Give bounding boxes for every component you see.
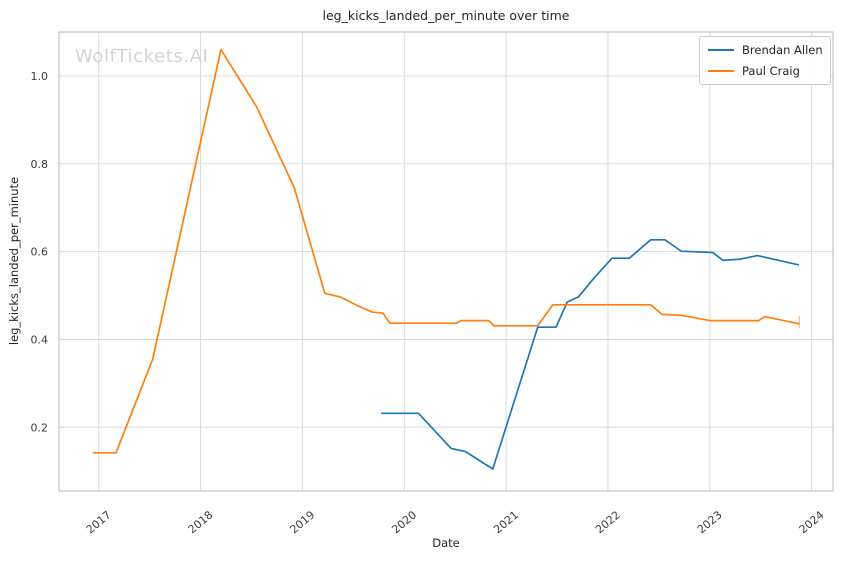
legend: Brendan Allen Paul Craig [699,36,831,85]
y-axis-label: leg_kicks_landed_per_minute [7,176,21,346]
legend-entry: Paul Craig [708,64,821,78]
legend-entry-label: Paul Craig [742,64,800,78]
chart-title: leg_kicks_landed_per_minute over time [322,8,570,23]
legend-line-swatch [708,70,734,72]
series-line-brendan-allen [380,238,800,470]
legend-entry: Brendan Allen [708,43,823,57]
series-line-paul-craig [92,48,800,454]
axes-spines [58,31,834,492]
legend-line-swatch [708,49,734,51]
y-tick-label: 1.0 [31,70,49,83]
y-tick-label: 0.4 [31,333,49,346]
y-tick-label: 0.2 [31,421,49,434]
y-tick-label: 0.6 [31,246,49,259]
x-axis-label: Date [432,536,460,550]
y-tick-label: 0.8 [31,158,49,171]
legend-entry-label: Brendan Allen [742,43,823,57]
watermark: WolfTickets.AI [75,46,209,67]
